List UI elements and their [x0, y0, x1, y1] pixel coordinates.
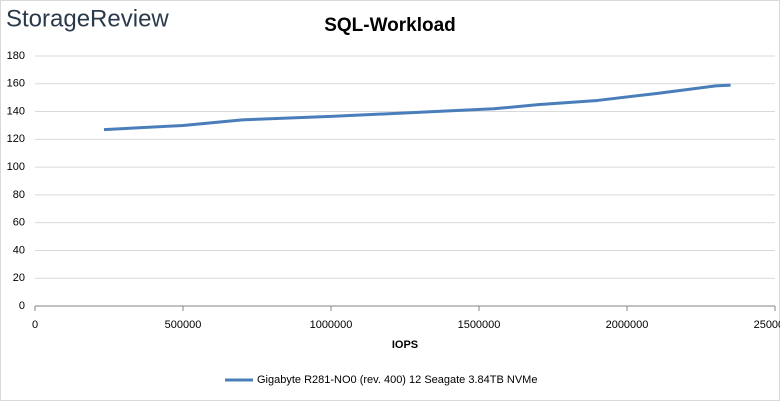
y-tick-label: 100 — [7, 161, 25, 173]
x-tick-label: 2000000 — [606, 319, 649, 331]
x-tick-label: 500000 — [165, 319, 202, 331]
x-tick-label: 1000000 — [310, 319, 353, 331]
y-tick-label: 20 — [13, 272, 25, 284]
y-tick-label: 140 — [7, 105, 25, 117]
chart-title: SQL-Workload — [324, 15, 456, 36]
series-line — [103, 83, 731, 132]
y-tick-label: 40 — [13, 244, 25, 256]
x-tick-label: 2500000 — [754, 319, 780, 331]
y-tick-label: 180 — [7, 50, 25, 62]
logo: StorageReview — [6, 5, 169, 32]
y-tick-label: 60 — [13, 217, 25, 229]
legend-label: Gigabyte R281-NO0 (rev. 400) 12 Seagate … — [257, 374, 537, 386]
x-axis-label: IOPS — [392, 339, 418, 351]
y-tick-label: 80 — [13, 189, 25, 201]
x-tick-label: 1500000 — [458, 319, 501, 331]
x-tick-label: 0 — [32, 319, 38, 331]
y-tick-label: 160 — [7, 78, 25, 90]
y-tick-label: 0 — [19, 300, 25, 312]
y-tick-label: 120 — [7, 133, 25, 145]
